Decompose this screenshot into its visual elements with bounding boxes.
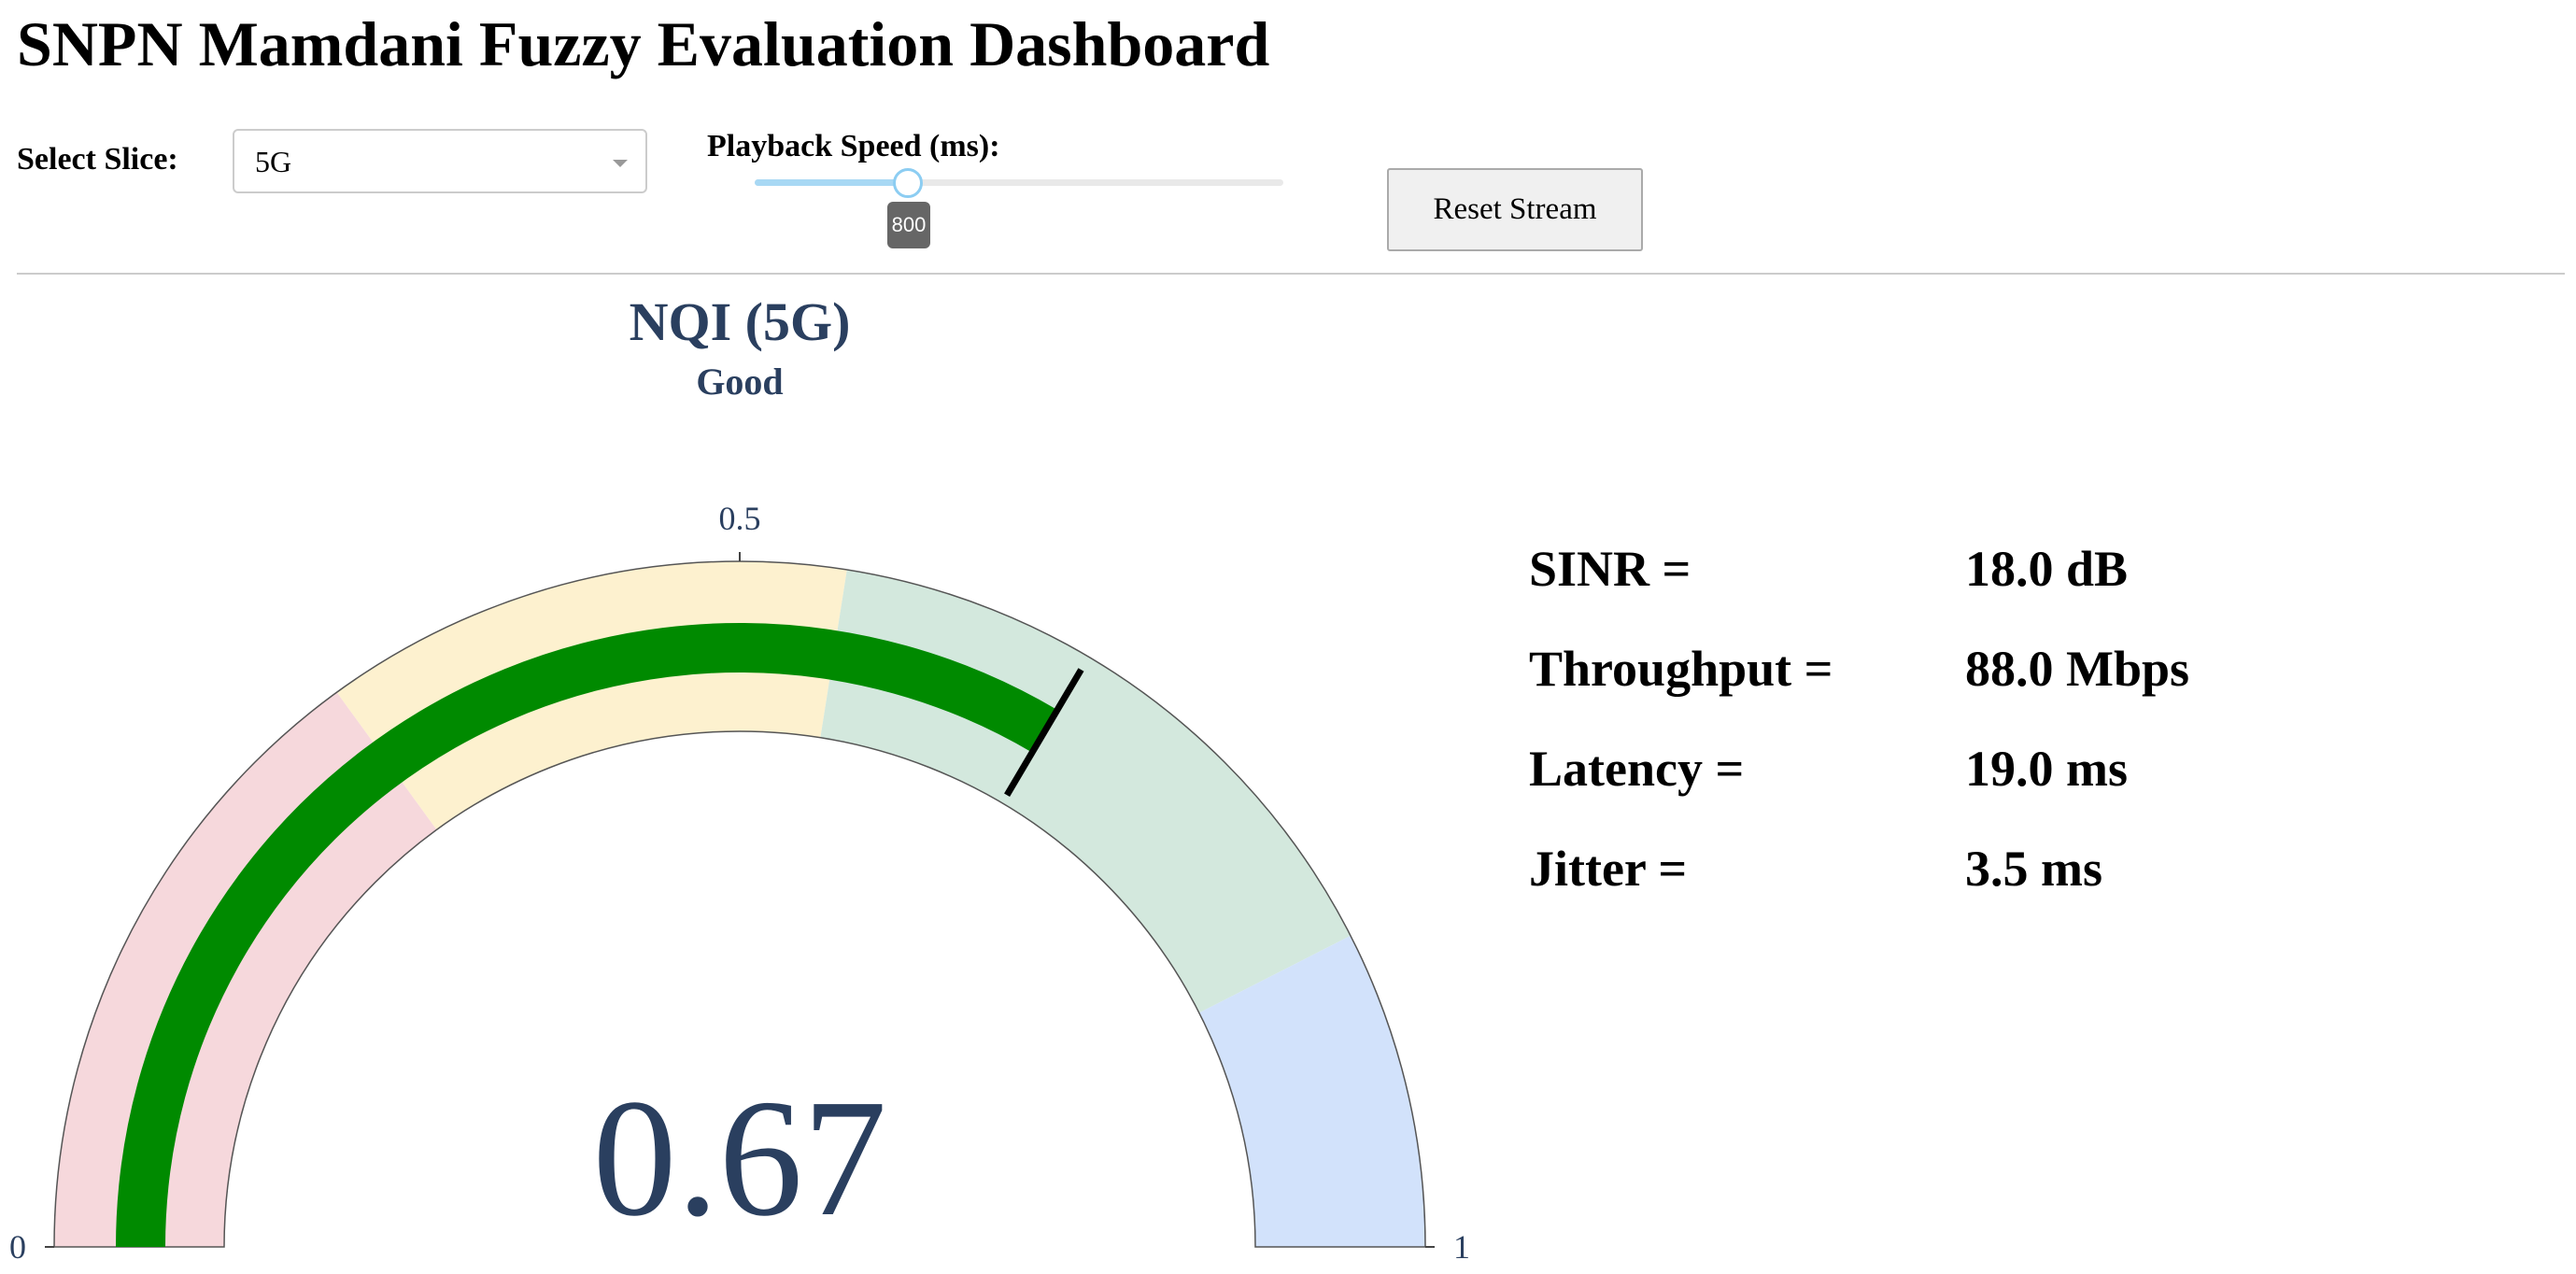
metric-value: 19.0 ms [1965, 741, 2128, 797]
slider-track[interactable] [755, 179, 1283, 186]
gauge-step [336, 560, 847, 830]
gauge-step [820, 570, 1351, 1013]
gauge-title: NQI (5G) [630, 291, 851, 352]
slice-dropdown[interactable]: 5G [233, 129, 647, 193]
slider-handle[interactable] [893, 168, 923, 198]
dropdown-arrow [613, 160, 628, 167]
gauge-subtitle: Good [696, 361, 783, 403]
slice-label: Select Slice: [17, 142, 178, 177]
metric-label: Latency = [1529, 741, 1745, 797]
slider-fill [755, 179, 908, 186]
divider [17, 273, 2565, 275]
metric-label: Jitter = [1529, 841, 1688, 897]
gauge-tick-label: 0 [9, 1228, 26, 1266]
speed-label: Playback Speed (ms): [707, 129, 1000, 163]
threshold-line [1004, 668, 1084, 798]
gauge-outline [53, 560, 1426, 1248]
gauge-value: 0.67 [593, 1065, 887, 1251]
gauge-tick-label: 0.5 [719, 500, 761, 537]
slider-tooltip: 800 [887, 202, 930, 248]
reset-button[interactable]: Reset Stream [1387, 168, 1643, 251]
gauge-step [1198, 935, 1425, 1247]
metric-value: 88.0 Mbps [1965, 641, 2190, 697]
page-title: SNPN Mamdani Fuzzy Evaluation Dashboard [17, 8, 1270, 79]
metric-value: 18.0 dB [1965, 541, 2129, 597]
gauge-bar [116, 623, 1058, 1247]
slice-value: 5G [255, 145, 292, 178]
metric-label: SINR = [1529, 541, 1691, 597]
metric-value: 3.5 ms [1965, 841, 2102, 897]
metric-label: Throughput = [1529, 641, 1833, 697]
gauge-tick-label: 1 [1453, 1228, 1470, 1266]
